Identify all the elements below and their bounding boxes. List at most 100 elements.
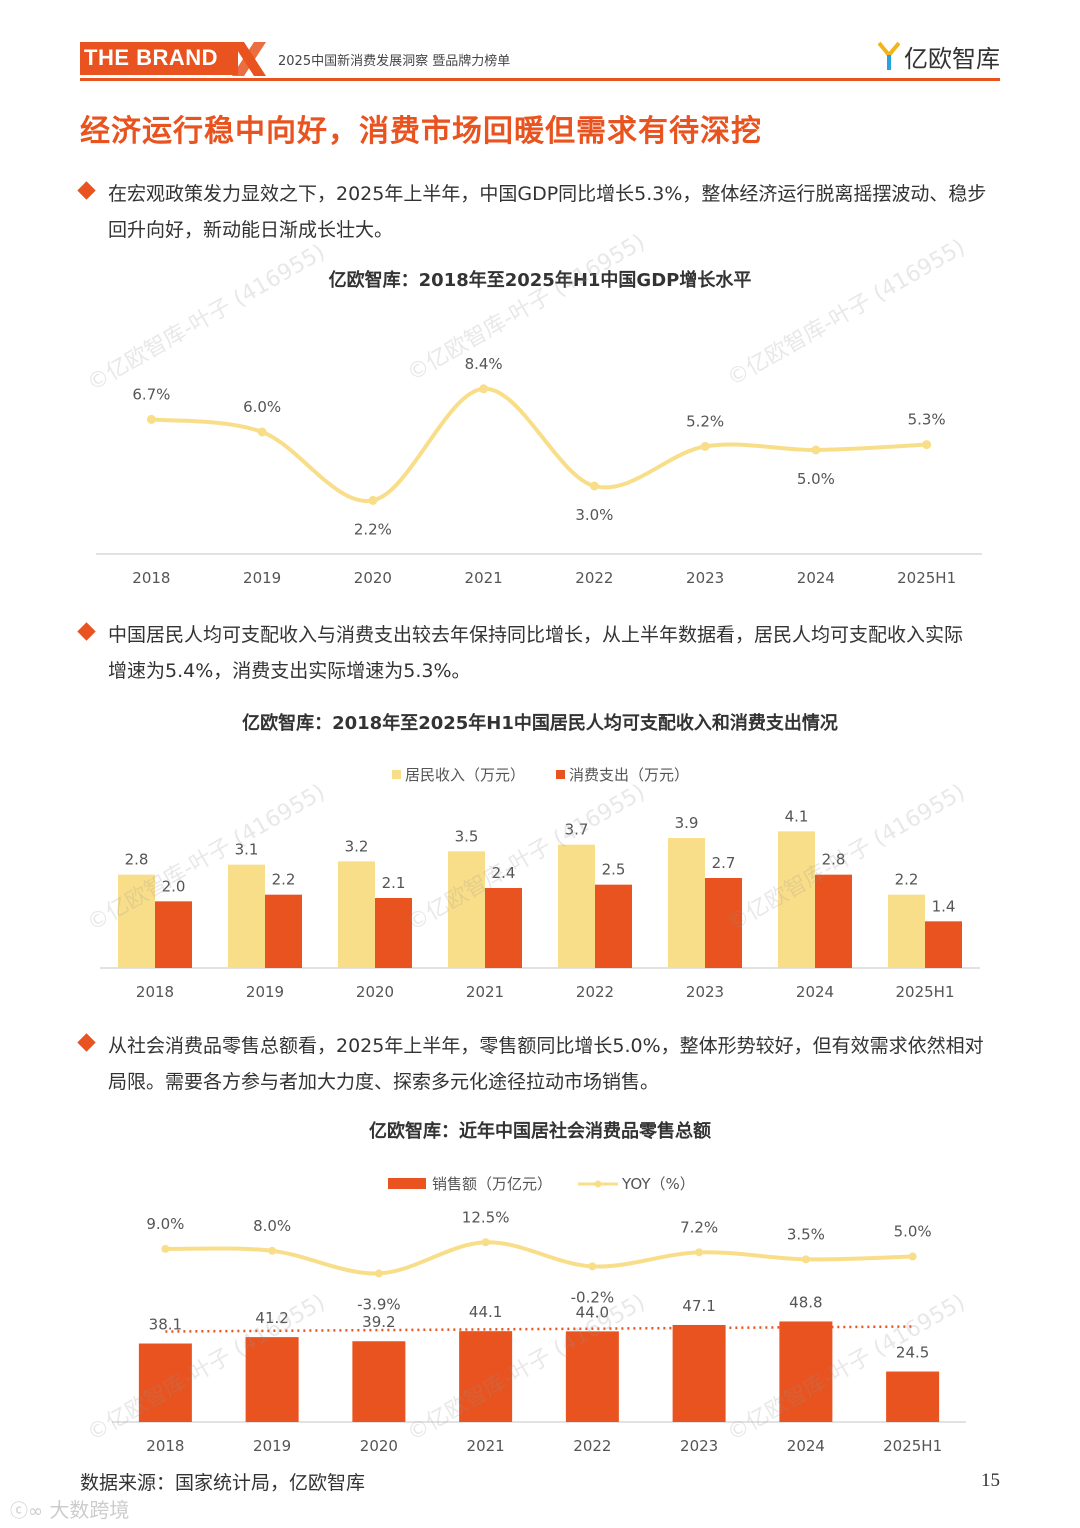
report-subtitle: 2025中国新消费发展洞察 暨品牌力榜单 [278, 54, 511, 69]
data-label: 2.8 [125, 851, 149, 869]
bar [338, 861, 375, 968]
bar [245, 1337, 299, 1422]
bar [815, 874, 852, 968]
data-label: 3.2 [345, 837, 369, 855]
yoy-point [908, 1252, 917, 1261]
data-label: 2.2 [895, 871, 919, 889]
x-tick-label: 2019 [253, 1437, 291, 1455]
x-tick-label: 2020 [356, 983, 394, 1001]
x-tick-label: 2018 [132, 569, 170, 587]
x-tick-label: 2021 [467, 1437, 505, 1455]
data-label: 41.2 [255, 1309, 288, 1327]
data-source: 数据来源：国家统计局，亿欧智库 [80, 1472, 366, 1494]
x-tick-label: 2024 [787, 1437, 825, 1455]
x-tick-label: 2025H1 [896, 983, 955, 1001]
bar [925, 921, 962, 968]
legend-label: 消费支出（万元） [569, 766, 689, 784]
bar [778, 831, 815, 968]
data-label: 2.2% [354, 520, 392, 538]
yoy-point [481, 1238, 490, 1247]
bar [565, 1331, 619, 1422]
yoy-point [268, 1246, 277, 1255]
chart-title-gdp: 亿欧智库：2018年至2025年H1中国GDP增长水平 [328, 270, 752, 291]
bullet-line: 增速为5.4%，消费支出实际增速为5.3%。 [108, 660, 471, 682]
data-point [146, 414, 156, 424]
bar [558, 844, 595, 968]
yoy-label: 9.0% [146, 1215, 184, 1233]
legend-label: 居民收入（万元） [405, 766, 525, 784]
legend-swatch [388, 1178, 426, 1189]
bar [886, 1371, 940, 1422]
data-label: 44.0 [576, 1303, 609, 1321]
data-label: 6.0% [243, 398, 281, 416]
chart-title-income: 亿欧智库：2018年至2025年H1中国居民人均可支配收入和消费支出情况 [242, 713, 838, 734]
chart-title-retail: 亿欧智库：近年中国居社会消费品零售总额 [369, 1121, 711, 1142]
x-tick-label: 2018 [146, 1437, 184, 1455]
yoy-line [165, 1240, 913, 1276]
bar [118, 874, 155, 968]
yoy-label: 8.0% [253, 1217, 291, 1235]
yoy-point [161, 1244, 170, 1253]
logo-text: 亿欧智库 [904, 44, 1000, 73]
legend-swatch [392, 770, 401, 779]
x-tick-label: 2018 [136, 983, 174, 1001]
bar [138, 1343, 192, 1422]
company-logo: 亿欧智库 [878, 38, 1000, 74]
bullet-line: 局限。需要各方参与者加大力度、探索多元化途径拉动市场销售。 [108, 1071, 660, 1093]
bar [888, 894, 925, 968]
data-label: 48.8 [789, 1293, 822, 1311]
x-tick-label: 2020 [360, 1437, 398, 1455]
legend-label: 销售额（万亿元） [432, 1175, 552, 1193]
legend-label: YOY（%） [621, 1175, 695, 1193]
data-label: 8.4% [465, 355, 503, 373]
bullet-line: 中国居民人均可支配收入与消费支出较去年保持同比增长，从上半年数据看，居民人均可支… [108, 624, 964, 646]
bar [375, 898, 412, 968]
data-label: 2.8 [822, 851, 846, 869]
x-tick-label: 2022 [573, 1437, 611, 1455]
legend-swatch [556, 770, 565, 779]
data-point [368, 495, 378, 505]
bar [668, 838, 705, 968]
data-label: 3.1 [235, 841, 259, 859]
bullet-line: 在宏观政策发力显效之下，2025年上半年，中国GDP同比增长5.3%，整体经济运… [108, 183, 987, 205]
bar [265, 894, 302, 968]
yoy-point [374, 1269, 383, 1278]
data-point [257, 427, 267, 437]
bullet-income: 中国居民人均可支配收入与消费支出较去年保持同比增长，从上半年数据看，居民人均可支… [77, 617, 1005, 689]
data-label: 3.5 [455, 827, 479, 845]
data-label: 38.1 [149, 1316, 182, 1334]
bar [485, 888, 522, 968]
x-tick-label: 2023 [686, 983, 724, 1001]
data-point [479, 384, 489, 394]
data-label: 3.7 [565, 821, 589, 839]
brand-text: THE BRAND [84, 45, 219, 70]
bar [595, 884, 632, 968]
x-tick-label: 2024 [797, 569, 835, 587]
x-tick-label: 2019 [243, 569, 281, 587]
income-bar-chart: 居民收入（万元） 消费支出（万元） 2.8 2.0 2018 3.1 2.2 2019 3.2 2… [100, 766, 980, 1001]
data-label: 2.7 [712, 854, 736, 872]
yoy-label: 12.5% [462, 1208, 510, 1226]
data-label: 3.9 [675, 814, 699, 832]
x-tick-label: 2020 [354, 569, 392, 587]
bar [228, 864, 265, 968]
bullet-line: 回升向好，新动能日渐成长壮大。 [108, 219, 394, 241]
data-point [811, 445, 821, 455]
series-line [151, 386, 927, 503]
corner-watermark: ⓒ∞ 大数跨境 [10, 1494, 129, 1523]
trendline [165, 1325, 913, 1333]
page-title: 经济运行稳中向好，消费市场回暖但需求有待深挖 [80, 114, 762, 149]
logo-y-icon [878, 41, 900, 70]
x-tick-label: 2024 [796, 983, 834, 1001]
bar [779, 1321, 833, 1422]
report-header: THE BRAND 2025中国新消费发展洞察 暨品牌力榜单 亿欧智库 [80, 41, 1000, 88]
bar [459, 1331, 513, 1422]
bar [705, 878, 742, 968]
data-point [700, 441, 710, 451]
data-label: 2.4 [492, 864, 516, 882]
data-label: 2.5 [602, 861, 626, 879]
data-label: 2.2 [272, 871, 296, 889]
data-label: 3.0% [575, 506, 613, 524]
bar [155, 901, 192, 968]
bullet-retail: 从社会消费品零售总额看，2025年上半年，零售额同比增长5.0%，整体形势较好，… [77, 1028, 1005, 1100]
